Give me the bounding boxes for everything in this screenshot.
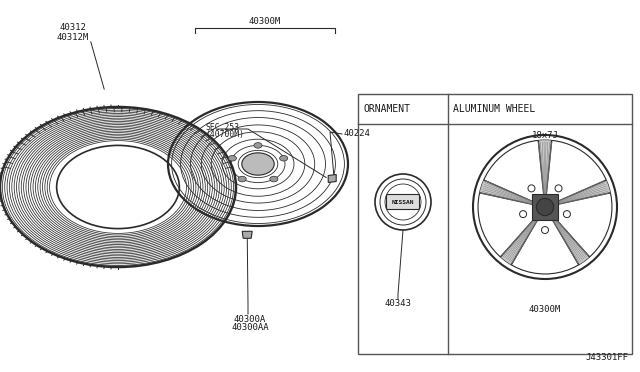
Ellipse shape — [270, 176, 278, 182]
Text: 40300A: 40300A — [234, 314, 266, 324]
Text: 40300M: 40300M — [249, 16, 281, 26]
Polygon shape — [538, 141, 552, 195]
Ellipse shape — [254, 142, 262, 148]
Ellipse shape — [238, 176, 246, 182]
Circle shape — [473, 135, 617, 279]
Polygon shape — [501, 216, 539, 264]
Polygon shape — [328, 174, 336, 183]
Polygon shape — [480, 180, 534, 205]
Circle shape — [536, 198, 554, 216]
Polygon shape — [242, 231, 252, 238]
Circle shape — [563, 211, 570, 218]
Ellipse shape — [228, 155, 236, 161]
Ellipse shape — [242, 153, 274, 175]
FancyBboxPatch shape — [532, 194, 558, 220]
Ellipse shape — [57, 145, 179, 229]
Circle shape — [541, 227, 548, 234]
Text: 18x7J: 18x7J — [532, 131, 559, 141]
Ellipse shape — [280, 155, 288, 161]
Circle shape — [528, 185, 535, 192]
Polygon shape — [556, 180, 610, 205]
Circle shape — [555, 185, 562, 192]
Text: SEC.253: SEC.253 — [205, 122, 239, 131]
Bar — [358, 94, 632, 354]
Text: 40300M: 40300M — [529, 305, 561, 314]
Text: (40700M): (40700M) — [205, 131, 244, 140]
Text: 40312: 40312 — [60, 23, 86, 32]
Circle shape — [520, 211, 527, 218]
Text: J43301FF: J43301FF — [585, 353, 628, 362]
Polygon shape — [551, 216, 589, 264]
Text: ORNAMENT: ORNAMENT — [363, 104, 410, 114]
FancyBboxPatch shape — [387, 195, 419, 209]
Circle shape — [375, 174, 431, 230]
Text: 40312M: 40312M — [57, 32, 89, 42]
Text: 40343: 40343 — [385, 299, 412, 308]
Text: ALUMINUM WHEEL: ALUMINUM WHEEL — [453, 104, 535, 114]
Text: NISSAN: NISSAN — [392, 199, 414, 205]
Text: 40224: 40224 — [343, 129, 370, 138]
Text: 40300AA: 40300AA — [231, 324, 269, 333]
